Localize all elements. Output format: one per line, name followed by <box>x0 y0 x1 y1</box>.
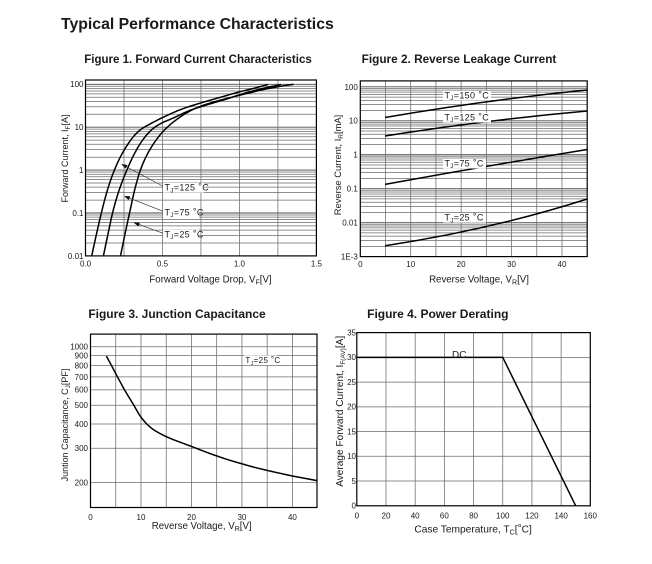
svg-text:0: 0 <box>358 260 363 269</box>
svg-text:0: 0 <box>352 502 357 511</box>
svg-text:0.1: 0.1 <box>347 185 359 194</box>
svg-text:TJ=25 °C: TJ=25 °C <box>445 212 484 225</box>
svg-text:300: 300 <box>75 444 89 453</box>
svg-text:TJ=25 °C: TJ=25 °C <box>245 355 280 367</box>
svg-text:0: 0 <box>88 513 93 522</box>
svg-text:800: 800 <box>75 362 89 371</box>
svg-text:20: 20 <box>382 512 391 521</box>
svg-text:10: 10 <box>137 513 146 522</box>
svg-text:10: 10 <box>347 452 356 461</box>
svg-text:10: 10 <box>75 123 84 132</box>
svg-text:120: 120 <box>525 512 539 521</box>
svg-text:20: 20 <box>347 403 356 412</box>
svg-text:100: 100 <box>344 83 358 92</box>
svg-text:400: 400 <box>75 420 89 429</box>
svg-text:30: 30 <box>347 353 356 362</box>
svg-text:Juntion Capacitance, CJ[PF]: Juntion Capacitance, CJ[PF] <box>60 369 72 482</box>
svg-text:60: 60 <box>440 512 449 521</box>
svg-text:5: 5 <box>352 477 357 486</box>
svg-text:0: 0 <box>355 512 360 521</box>
svg-text:35: 35 <box>347 329 356 338</box>
svg-text:Figure 1. Forward Current Char: Figure 1. Forward Current Characteristic… <box>84 54 312 66</box>
svg-text:20: 20 <box>187 513 196 522</box>
svg-text:DC: DC <box>452 350 466 361</box>
svg-text:Typical Performance Characteri: Typical Performance Characteristics <box>61 16 334 33</box>
svg-text:700: 700 <box>75 373 89 382</box>
svg-text:Average Forward Current, IF(AV: Average Forward Current, IF(AV)[A] <box>335 336 347 487</box>
svg-text:Case Temperature, TC[°C]: Case Temperature, TC[°C] <box>414 524 532 537</box>
svg-text:0.0: 0.0 <box>80 260 92 269</box>
svg-text:15: 15 <box>347 427 356 436</box>
svg-text:0.01: 0.01 <box>342 219 358 228</box>
svg-text:Reverse Current, IR[mA]: Reverse Current, IR[mA] <box>332 115 345 216</box>
svg-text:1E-3: 1E-3 <box>341 253 358 262</box>
svg-text:Forward Voltage Drop, VF[V]: Forward Voltage Drop, VF[V] <box>149 274 271 286</box>
svg-text:Reverse Voltage, VR[V]: Reverse Voltage, VR[V] <box>152 521 252 533</box>
svg-text:10: 10 <box>349 117 358 126</box>
svg-text:1.5: 1.5 <box>311 260 323 269</box>
svg-text:25: 25 <box>347 378 356 387</box>
svg-text:40: 40 <box>558 260 567 269</box>
svg-text:TJ=125 °C: TJ=125 °C <box>445 111 490 124</box>
svg-text:1000: 1000 <box>70 343 88 352</box>
svg-text:TJ=125 °C: TJ=125 °C <box>165 182 210 195</box>
svg-text:30: 30 <box>237 513 246 522</box>
svg-text:Reverse Voltage, VR[V]: Reverse Voltage, VR[V] <box>429 274 529 286</box>
svg-text:0.01: 0.01 <box>68 252 84 261</box>
svg-text:10: 10 <box>406 260 415 269</box>
svg-text:160: 160 <box>584 512 598 521</box>
svg-text:500: 500 <box>75 401 89 410</box>
svg-text:140: 140 <box>554 512 568 521</box>
svg-text:Figure 3. Junction Capacitance: Figure 3. Junction Capacitance <box>88 307 266 321</box>
svg-text:Figure 4. Power Derating: Figure 4. Power Derating <box>367 307 508 321</box>
svg-text:200: 200 <box>75 478 89 487</box>
svg-text:1: 1 <box>353 151 358 160</box>
svg-text:1: 1 <box>79 166 84 175</box>
svg-text:40: 40 <box>411 512 420 521</box>
svg-text:0.5: 0.5 <box>157 260 169 269</box>
svg-text:100: 100 <box>70 80 84 89</box>
svg-text:30: 30 <box>507 260 516 269</box>
svg-text:TJ=150 °C: TJ=150 °C <box>445 89 490 102</box>
svg-text:20: 20 <box>457 260 466 269</box>
svg-text:900: 900 <box>75 352 89 361</box>
svg-text:80: 80 <box>469 512 478 521</box>
svg-text:0.1: 0.1 <box>72 209 84 218</box>
svg-text:1.0: 1.0 <box>234 260 246 269</box>
svg-text:TJ=75 °C: TJ=75 °C <box>445 157 484 170</box>
svg-text:40: 40 <box>288 513 297 522</box>
svg-text:600: 600 <box>75 386 89 395</box>
svg-text:100: 100 <box>496 512 510 521</box>
svg-text:TJ=75 °C: TJ=75 °C <box>165 206 204 219</box>
svg-text:TJ=25 °C: TJ=25 °C <box>165 228 204 241</box>
svg-text:Forward Current, IF[A]: Forward Current, IF[A] <box>60 114 72 202</box>
svg-text:Figure 2. Reverse Leakage Curr: Figure 2. Reverse Leakage Current <box>362 52 557 66</box>
